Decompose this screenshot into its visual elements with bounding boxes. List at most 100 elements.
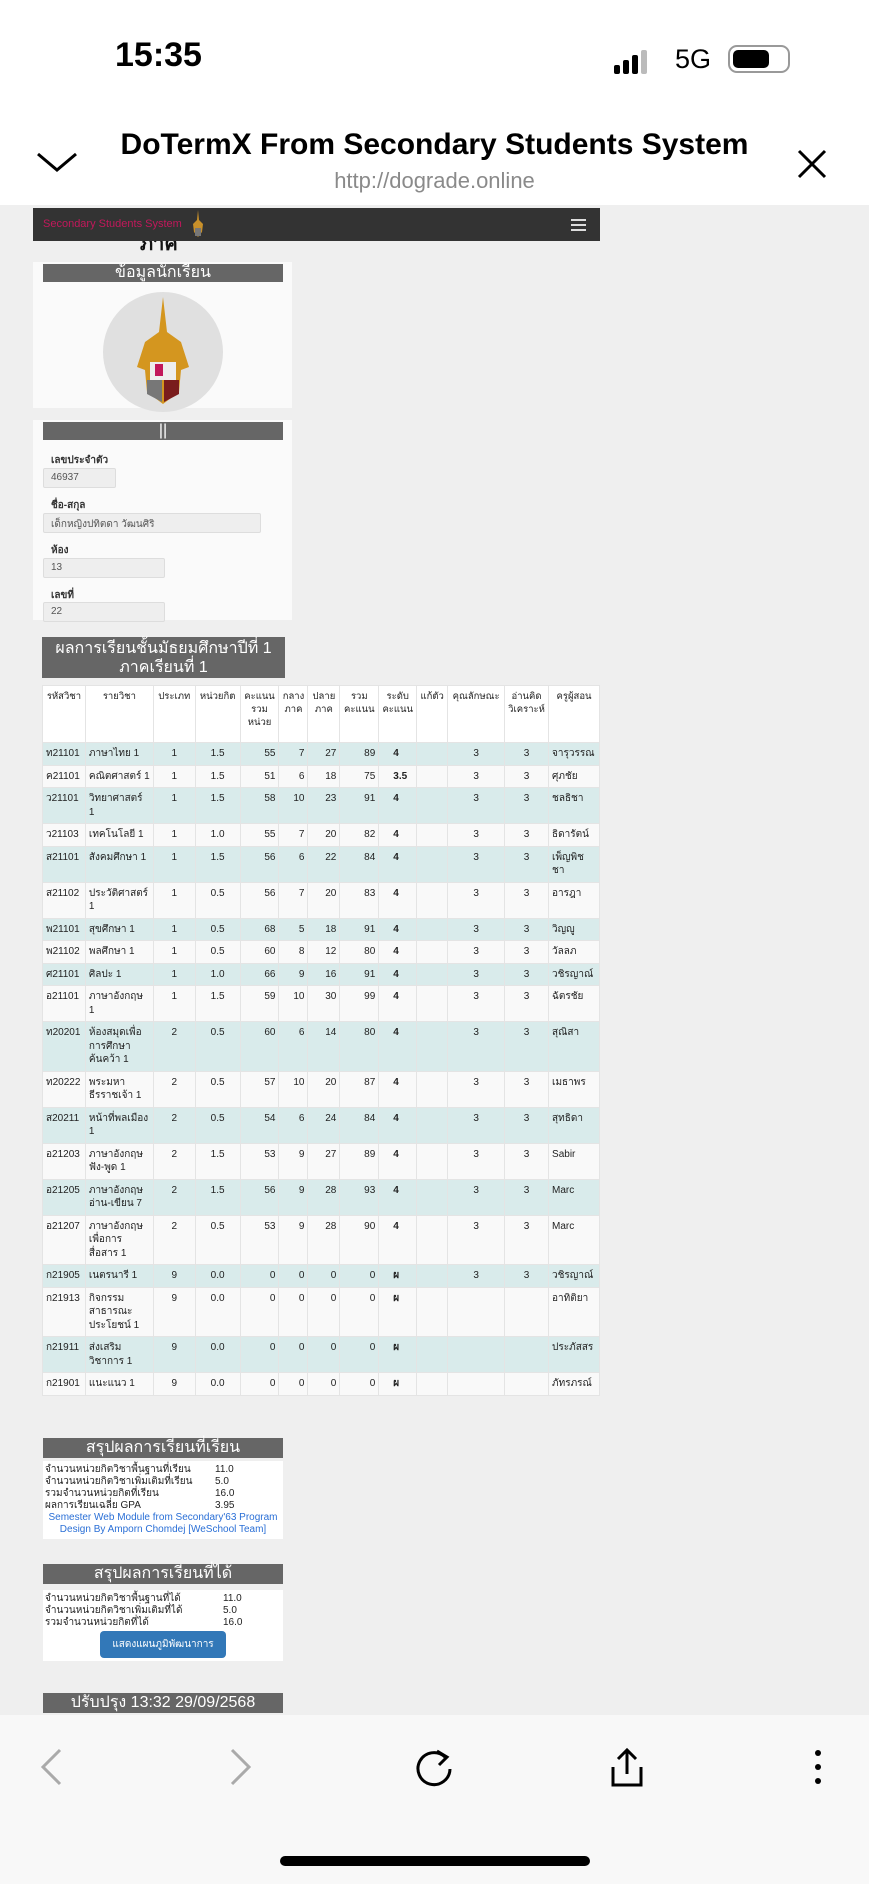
school-emblem xyxy=(103,292,223,412)
table-cell: ส21101 xyxy=(42,845,86,883)
back-icon[interactable] xyxy=(38,1747,64,1787)
credit-link[interactable]: Design By Amporn Chomdej [WeSchool Team] xyxy=(59,1524,267,1535)
forward-icon[interactable] xyxy=(228,1747,254,1787)
table-row: ว21101 วิทยาศาสตร์ 1 1 1.5 58 10 23 91 4 3 3 ชลธิชา xyxy=(42,787,600,824)
table-cell: 5 xyxy=(278,917,309,941)
table-cell: 3 xyxy=(504,1021,550,1072)
table-cell: 7 xyxy=(278,823,309,847)
table-cell xyxy=(504,1336,550,1373)
table-cell xyxy=(416,1286,449,1337)
table-row: อ21101 ภาษาอังกฤษ 1 1 1.5 59 10 30 99 4 3 3 ฉัตรชัย xyxy=(42,985,600,1022)
table-row: พ21101 สุขศึกษา 1 1 0.5 68 5 18 91 4 3 3 วิญญู xyxy=(42,917,600,941)
table-cell: 0 xyxy=(278,1372,309,1396)
table-cell: ภาษาไทย 1 xyxy=(84,742,154,766)
table-cell: 10 xyxy=(278,985,309,1022)
table-cell: 56 xyxy=(239,1178,280,1216)
table-cell: 28 xyxy=(307,1214,341,1265)
table-cell xyxy=(416,1264,449,1288)
table-cell: 0 xyxy=(339,1286,380,1337)
table-cell: 3 xyxy=(447,787,506,824)
grades-title-line2: ภาคเรียนที่ 1 xyxy=(119,659,208,676)
table-cell xyxy=(447,1372,506,1396)
table-cell: 2 xyxy=(152,1142,196,1180)
credit-link[interactable]: Semester Web Module from Secondary'63 Pr… xyxy=(48,1512,278,1523)
name-field[interactable]: เด็กหญิงปทิตดา วัฒนศิริ xyxy=(43,513,261,533)
table-row: ว21103 เทคโนโลยี 1 1 1.0 55 7 20 82 4 3 3 ธิดารัตน์ xyxy=(42,823,600,847)
share-icon[interactable] xyxy=(607,1747,647,1789)
table-row: พ21102 พลศึกษา 1 1 0.5 60 8 12 80 4 3 3 วัลลภ xyxy=(42,940,600,964)
table-cell: 83 xyxy=(339,881,380,919)
column-header: รายวิชา xyxy=(84,685,154,743)
table-cell: 87 xyxy=(339,1070,380,1108)
table-cell: กิจกรรมสาธารณะประโยชน์ 1 xyxy=(84,1286,154,1337)
table-cell: 0.5 xyxy=(194,881,241,919)
column-header: ประเภท xyxy=(152,685,196,743)
table-row: อ21203 ภาษาอังกฤษฟัง-พูด 1 2 1.5 53 9 27 89 4 3 3 S… xyxy=(42,1142,600,1180)
table-cell: ห้องสมุดเพื่อการศึกษาค้นคว้า 1 xyxy=(84,1021,154,1072)
table-cell: ภาษาอังกฤษ 1 xyxy=(84,985,154,1022)
table-cell: 16 xyxy=(307,962,341,986)
table-cell: 3 xyxy=(504,764,550,788)
table-row: ส20211 หน้าที่พลเมือง 1 2 0.5 54 6 24 84 4 3 3 สุทธ… xyxy=(42,1106,600,1144)
table-cell: 9 xyxy=(278,1178,309,1216)
table-cell: ภัทรภรณ์ xyxy=(548,1372,600,1396)
table-cell: ก21911 xyxy=(42,1336,86,1373)
menu-icon[interactable] xyxy=(571,219,586,234)
student-id-field[interactable]: 46937 xyxy=(43,468,116,488)
close-icon[interactable] xyxy=(797,149,827,179)
table-cell: เมธาพร xyxy=(548,1070,600,1108)
table-cell: 3 xyxy=(447,917,506,941)
table-header-row: รหัสวิชา รายวิชา ประเภท หน่วยกิต คะแนน รวม ห… xyxy=(42,685,600,743)
brand-link[interactable]: Secondary Students System xyxy=(43,218,182,230)
table-cell xyxy=(447,1336,506,1373)
signal-icon xyxy=(614,50,647,74)
column-header: กลาง ภาค xyxy=(278,685,309,743)
table-cell: 89 xyxy=(339,1142,380,1180)
table-cell: ผ xyxy=(378,1372,418,1396)
table-cell: 0 xyxy=(278,1286,309,1337)
table-cell: วิญญู xyxy=(548,917,600,941)
table-cell xyxy=(416,1178,449,1216)
table-cell: 68 xyxy=(239,917,280,941)
table-cell: 3 xyxy=(504,1142,550,1180)
summary-value: 3.95 xyxy=(215,1500,235,1511)
table-cell: 3 xyxy=(447,845,506,883)
table-cell: Marc xyxy=(548,1214,600,1265)
table-cell: ชลธิชา xyxy=(548,787,600,824)
table-cell: ภาษาอังกฤษเพื่อการสื่อสาร 1 xyxy=(84,1214,154,1265)
table-cell: 1 xyxy=(152,742,196,766)
table-cell: ว21101 xyxy=(42,787,86,824)
more-icon[interactable] xyxy=(810,1747,826,1789)
table-cell xyxy=(416,1070,449,1108)
table-cell: 1.5 xyxy=(194,1178,241,1216)
url[interactable]: http://dograde.online xyxy=(334,168,535,193)
table-cell xyxy=(416,1021,449,1072)
table-cell: วิทยาศาสตร์ 1 xyxy=(84,787,154,824)
table-cell: 23 xyxy=(307,787,341,824)
reload-icon[interactable] xyxy=(413,1747,455,1789)
table-cell xyxy=(504,1286,550,1337)
summary-label: จำนวนหน่วยกิตวิชาพื้นฐานที่เรียน xyxy=(45,1464,191,1475)
table-cell: เนตรนารี 1 xyxy=(84,1264,154,1288)
summary-value: 16.0 xyxy=(223,1617,243,1628)
table-cell: 3 xyxy=(447,1214,506,1265)
table-cell: 0 xyxy=(239,1372,280,1396)
grades-title: ผลการเรียนชั้นมัธยมศึกษาปีที่ 1 ภาคเรียน… xyxy=(42,637,285,678)
table-cell: ศ21101 xyxy=(42,962,86,986)
table-row: ก21901 แนะแนว 1 9 0.0 0 0 0 0 ผภัทรภรณ์ xyxy=(42,1372,600,1396)
number-field[interactable]: 22 xyxy=(43,602,165,622)
table-cell: 0 xyxy=(307,1336,341,1373)
table-cell: 3 xyxy=(504,823,550,847)
table-cell: 93 xyxy=(339,1178,380,1216)
table-cell: ก21905 xyxy=(42,1264,86,1288)
table-cell: 82 xyxy=(339,823,380,847)
table-cell: 0.5 xyxy=(194,1070,241,1108)
table-cell: 9 xyxy=(152,1264,196,1288)
table-cell: 0.5 xyxy=(194,1021,241,1072)
chevron-down-icon[interactable] xyxy=(36,150,78,174)
table-cell: 1 xyxy=(152,985,196,1022)
summary-value: 5.0 xyxy=(223,1605,237,1616)
home-indicator[interactable] xyxy=(280,1856,590,1866)
show-progress-chart-button[interactable]: แสดงแผนภูมิพัฒนาการ xyxy=(100,1631,226,1658)
room-field[interactable]: 13 xyxy=(43,558,165,578)
